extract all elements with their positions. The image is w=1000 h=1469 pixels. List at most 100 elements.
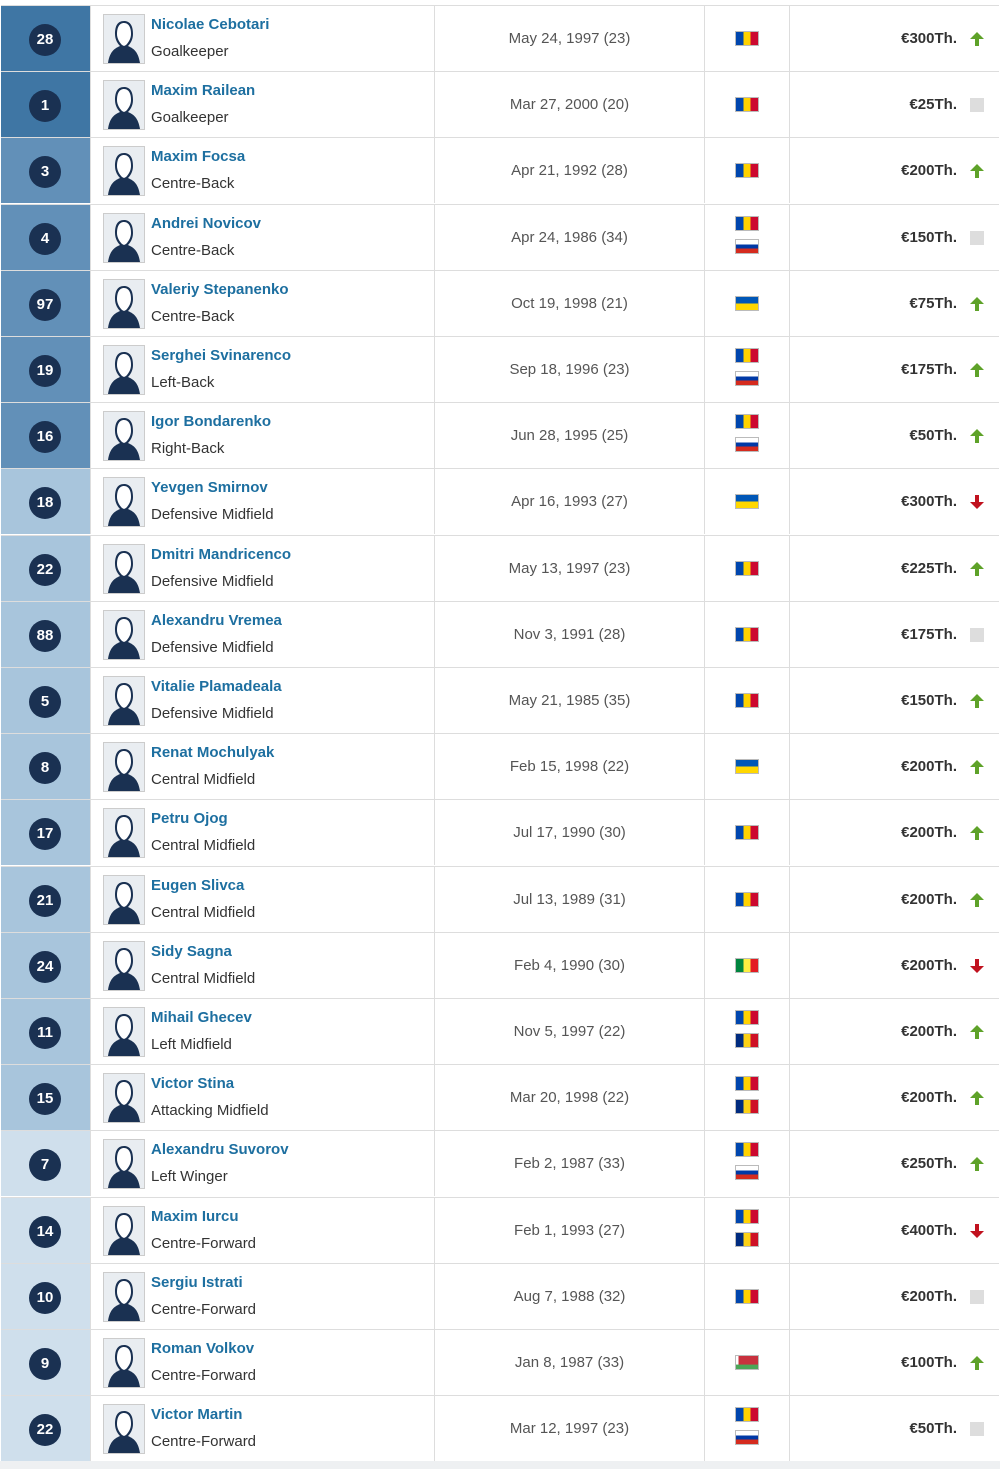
player-photo [103,1139,145,1190]
player-cell: Roman Volkov Centre-Forward [91,1330,435,1395]
player-name[interactable]: Alexandru Vremea [151,611,282,629]
table-footer [0,1461,1000,1469]
flag [735,494,759,510]
number-cell: 17 [1,800,91,866]
player-name[interactable]: Serghei Svinarenco [151,347,292,364]
shirt-number: 5 [29,686,61,718]
nationality-cell [705,601,790,667]
market-value: €50Th. [909,1420,957,1438]
player-cell: Renat Mochulyak Central Midfield [91,734,435,800]
player-position: Left Midfield [151,1036,232,1053]
market-value: €200Th. [901,758,957,776]
trend-icon [969,1289,985,1310]
value-cell: €75Th. [790,271,999,336]
flag [735,1407,759,1423]
player-row: 15 Victor Stina Attacking Midfield Mar 20, … [1,1064,999,1131]
flag [735,626,759,642]
silhouette [108,1212,140,1255]
player-photo [103,1073,145,1124]
player-name[interactable]: Igor Bondarenko [151,413,272,431]
player-name[interactable]: Petru Ojog [151,810,228,828]
arrow-down [970,958,984,973]
player-position: Central Midfield [151,903,256,921]
player-photo [103,146,145,197]
date-of-birth: Mar 12, 1997 (23) [509,1420,630,1438]
value-cell: €300Th. [790,469,999,534]
player-position: Central Midfield [151,771,256,789]
number-cell: 15 [1,1065,91,1131]
player-name[interactable]: Alexandru Suvorov [151,1141,289,1159]
number-cell: 16 [1,403,91,469]
player-name[interactable]: Victor Martin [151,1406,243,1424]
player-name[interactable]: Valeriy Stepanenko [151,280,289,298]
player-name[interactable]: Mihail Ghecev [151,1009,252,1026]
nationality-cell [705,469,790,535]
player-row: 16 Igor Bondarenko Right-Back Jun 28, 1995 … [1,402,999,469]
dob-cell: Mar 12, 1997 (23) [435,1396,705,1462]
player-photo [103,808,145,859]
player-name[interactable]: Maxim Railean [151,82,256,100]
player-row: 8 Renat Mochulyak Central Midfield Feb 15, … [1,733,999,800]
player-name[interactable]: Maxim Iurcu [151,1207,239,1225]
value-cell: €50Th. [790,1396,999,1461]
number-cell: 9 [1,1330,91,1395]
player-name[interactable]: Vitalie Plamadeala [151,678,282,695]
market-value: €175Th. [901,361,957,378]
shirt-number: 22 [29,553,61,586]
silhouette [108,749,140,792]
no-change [970,1422,984,1437]
shirt-number: 10 [29,1281,61,1314]
trend-icon [969,759,985,780]
nationality-cell [705,1131,790,1197]
player-name[interactable]: Andrei Novicov [151,214,262,232]
player-cell: Alexandru Suvorov Left Winger [91,1131,435,1197]
value-cell: €25Th. [790,72,999,137]
player-row: 28 Nicolae Cebotari Goalkeeper May 24, 1997… [1,5,999,71]
value-cell: €200Th. [790,933,999,998]
value-cell: €100Th. [790,1330,999,1395]
player-name[interactable]: Maxim Focsa [151,148,246,166]
value-cell: €225Th. [790,536,999,601]
value-cell: €175Th. [790,602,999,667]
flag [735,215,759,231]
value-cell: €200Th. [790,1065,999,1130]
dob-cell: May 13, 1997 (23) [435,535,705,601]
flag [735,97,759,113]
player-photo [103,1007,145,1057]
player-name[interactable]: Sidy Sagna [151,942,232,960]
number-cell: 3 [1,138,91,204]
date-of-birth: Jan 8, 1987 (33) [514,1354,625,1371]
date-of-birth: Jul 13, 1989 (31) [513,890,626,908]
player-photo [103,212,145,263]
player-name[interactable]: Roman Volkov [151,1340,255,1357]
dob-cell: Jul 13, 1989 (31) [435,866,705,932]
arrow-up [970,561,984,576]
flag [735,1142,759,1158]
dob-cell: Mar 27, 2000 (20) [435,72,705,138]
player-name[interactable]: Sergiu Istrati [151,1273,243,1291]
silhouette [108,1278,140,1321]
player-photo [103,477,145,528]
arrow-up [970,164,984,179]
player-name[interactable]: Eugen Slivca [151,876,245,894]
shirt-number: 7 [29,1149,61,1182]
player-name[interactable]: Renat Mochulyak [151,744,275,762]
nationality-cell [705,999,790,1064]
player-name[interactable]: Yevgen Smirnov [151,479,268,497]
player-name[interactable]: Nicolae Cebotari [151,16,270,33]
flag [735,891,759,907]
player-name[interactable]: Victor Stina [151,1075,235,1093]
player-name[interactable]: Dmitri Mandricenco [151,545,292,563]
flag [735,1033,759,1048]
nationality-cell [705,1197,790,1263]
player-cell: Yevgen Smirnov Defensive Midfield [91,469,435,535]
trend-icon [969,1421,985,1442]
date-of-birth: Aug 7, 1988 (32) [513,1287,626,1305]
player-position: Centre-Back [151,175,235,193]
dob-cell: Nov 3, 1991 (28) [435,601,705,667]
date-of-birth: Feb 15, 1998 (22) [509,758,630,776]
value-cell: €50Th. [790,403,999,468]
flag [735,560,759,576]
silhouette [108,683,140,725]
value-cell: €200Th. [790,800,999,865]
